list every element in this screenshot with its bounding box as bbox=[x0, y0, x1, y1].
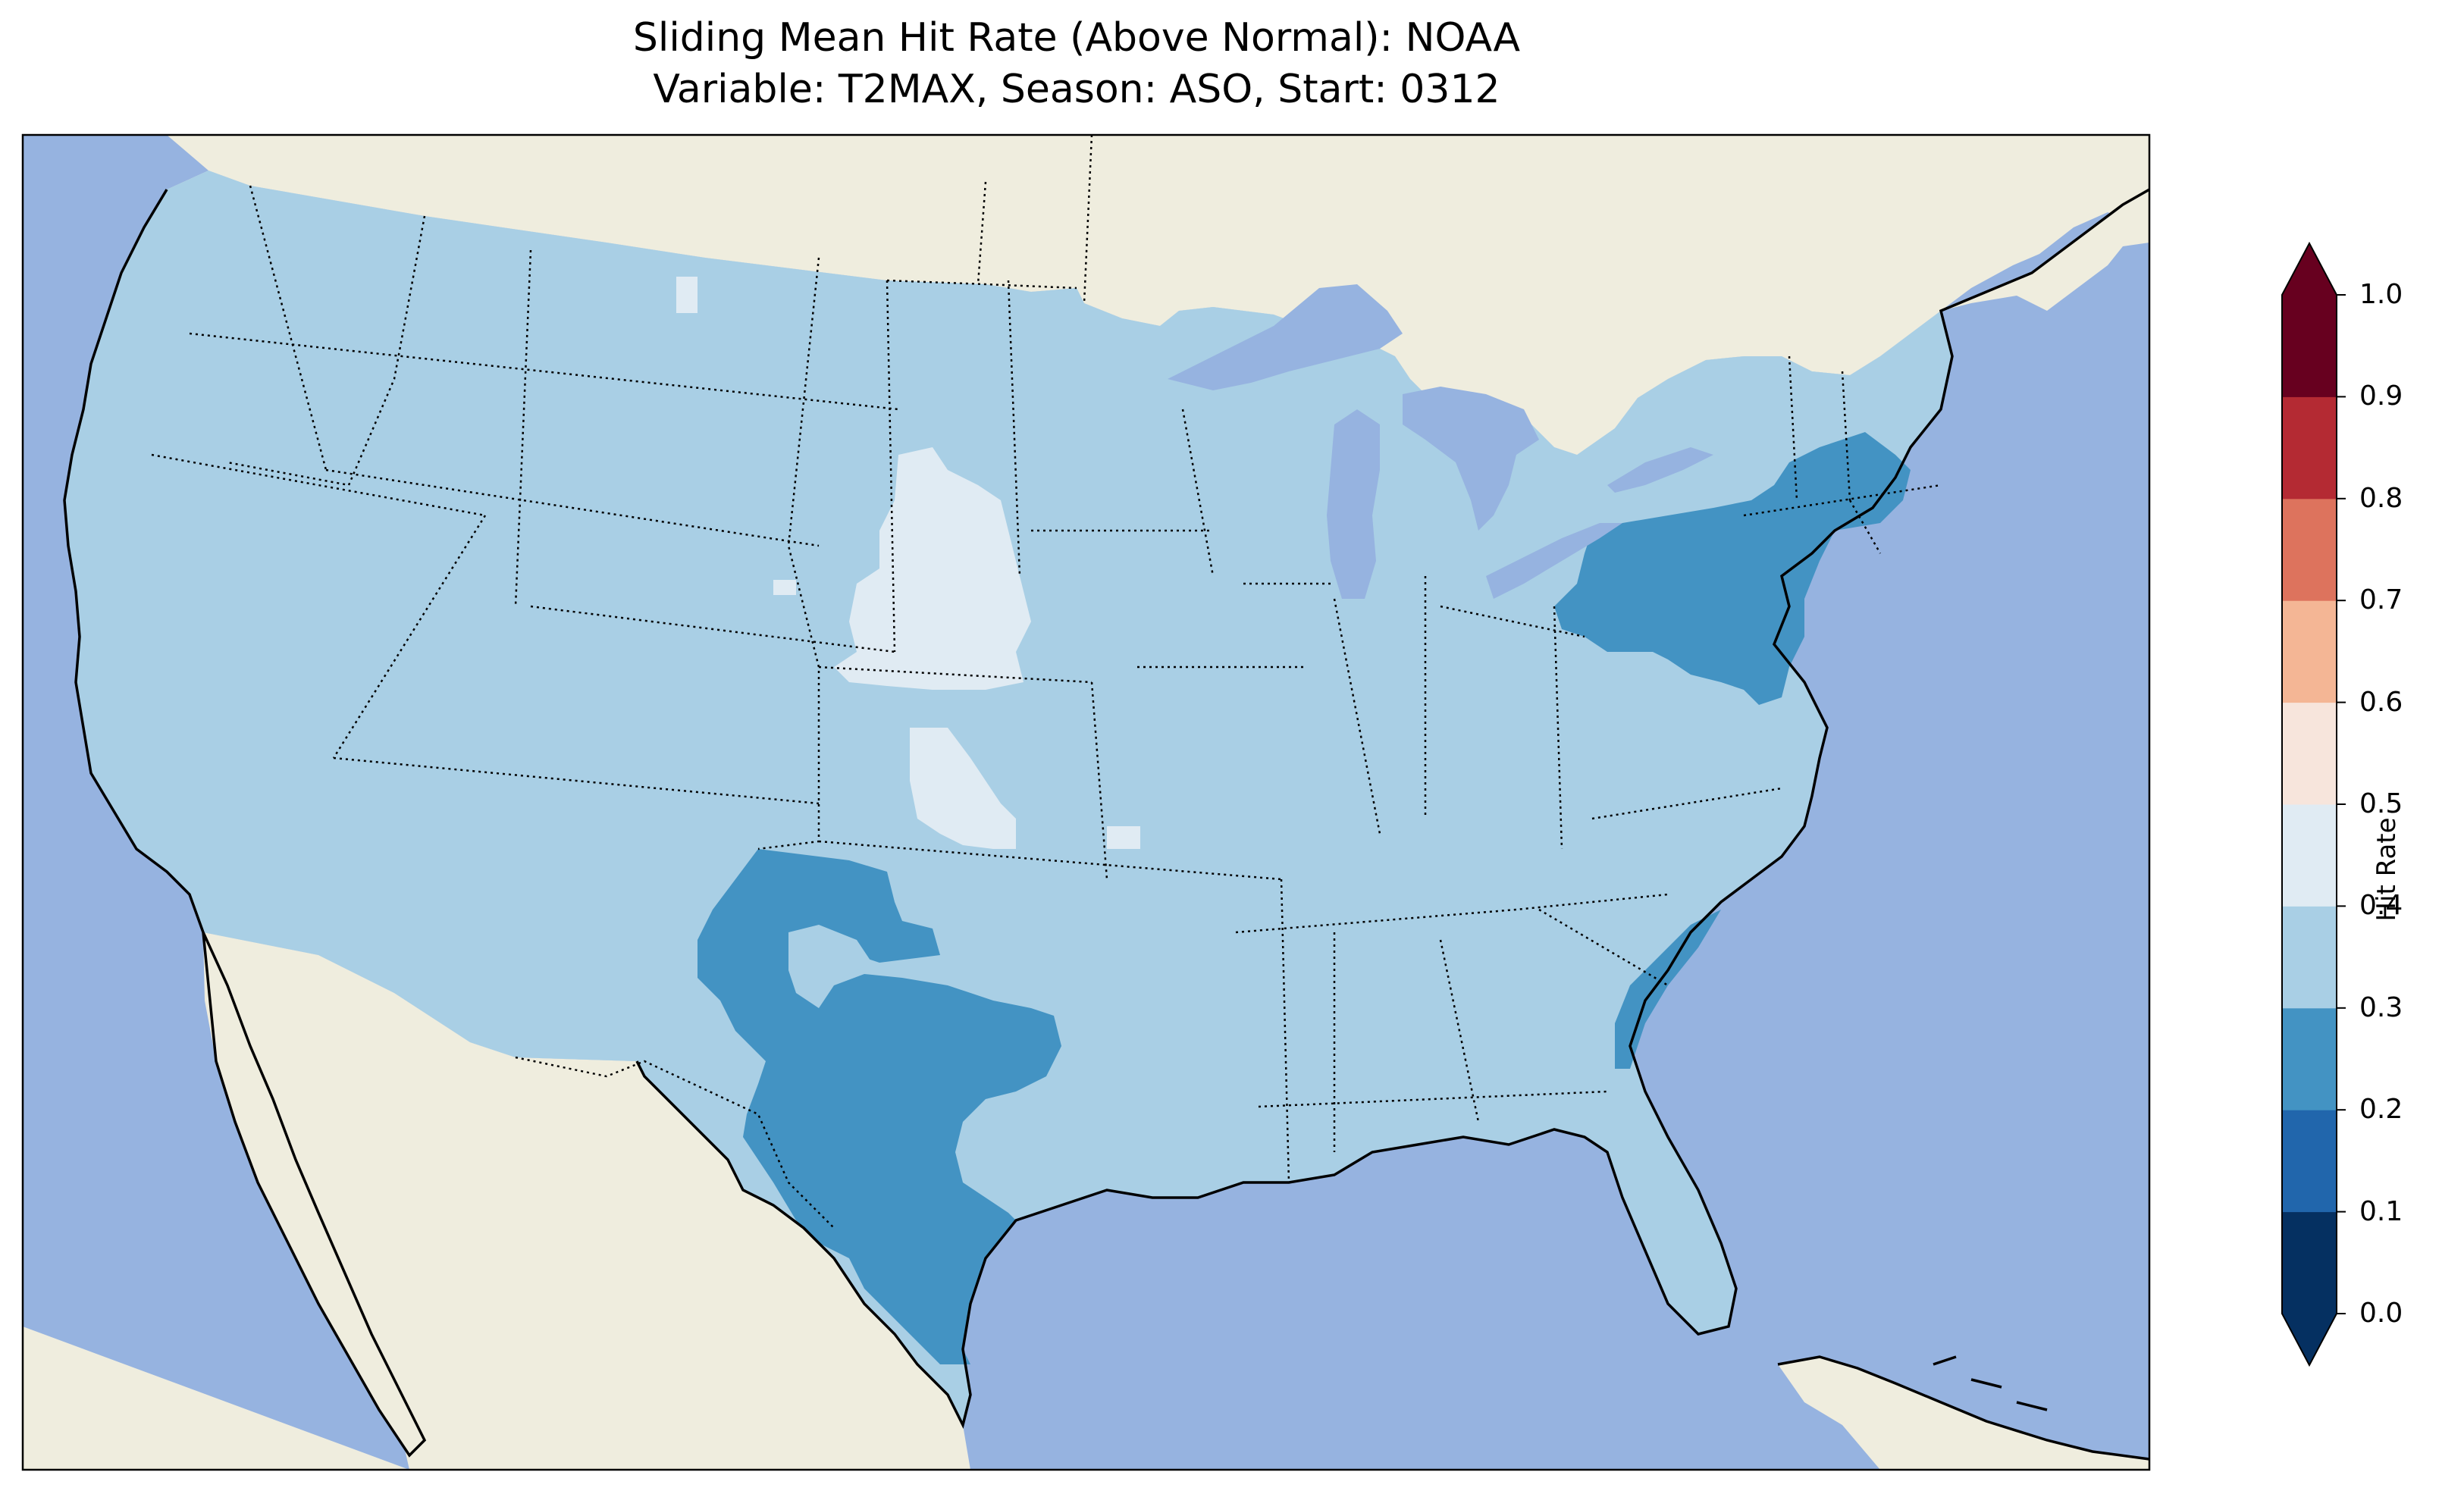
colorbar-bin bbox=[2282, 906, 2337, 1009]
colorbar-tick-label: 0.3 bbox=[2359, 991, 2403, 1023]
canada-land bbox=[167, 135, 2149, 584]
hit-rate-region-carolinas-coast bbox=[1615, 910, 1721, 1069]
hit-rate-region-texas bbox=[698, 849, 1061, 1364]
colorbar-bin bbox=[2282, 1007, 2337, 1110]
lake-superior bbox=[1168, 284, 1403, 390]
state-borders bbox=[151, 135, 1942, 1229]
colorbar-tick-label: 0.6 bbox=[2359, 686, 2403, 718]
colorbar-bin bbox=[2282, 600, 2337, 703]
colorbar-bin bbox=[2282, 396, 2337, 500]
colorbar bbox=[2281, 241, 2346, 1367]
colorbar-bin bbox=[2282, 1211, 2337, 1314]
colorbar-label: Hit Rate bbox=[2372, 817, 2402, 922]
colorbar-tick-label: 0.9 bbox=[2359, 381, 2403, 412]
colorbar-bin bbox=[2282, 702, 2337, 805]
lake-ontario bbox=[1607, 447, 1713, 493]
lake-huron bbox=[1403, 387, 1539, 531]
hit-rate-region-pennsylvania bbox=[1554, 432, 1911, 705]
colorbar-tick-label: 0.8 bbox=[2359, 482, 2403, 514]
hit-rate-region-nebraska bbox=[834, 447, 1031, 690]
map-frame bbox=[21, 133, 2151, 1471]
map-title-line-1: Sliding Mean Hit Rate (Above Normal): NO… bbox=[632, 15, 1521, 61]
colorbar-bin bbox=[2282, 498, 2337, 601]
colorbar-tick-label: 0.0 bbox=[2359, 1298, 2403, 1329]
hit-rate-region-western-kansas bbox=[910, 728, 1016, 849]
colorbar-tick-label: 0.1 bbox=[2359, 1195, 2403, 1227]
colorbar-tick-label: 0.5 bbox=[2359, 788, 2403, 819]
coastlines bbox=[63, 188, 2149, 1461]
hit-rate-cell-kansas bbox=[1107, 826, 1140, 849]
lake-michigan bbox=[1327, 409, 1380, 599]
colorbar-tick-label: 0.7 bbox=[2359, 584, 2403, 616]
colorbar-tick-label: 1.0 bbox=[2359, 279, 2403, 310]
hit-rate-cell-nebraska-west bbox=[773, 580, 796, 595]
colorbar-bin bbox=[2282, 295, 2337, 397]
colorbar-bin bbox=[2282, 1110, 2337, 1213]
baja-peninsula bbox=[203, 932, 425, 1455]
colorbar-bin bbox=[2282, 804, 2337, 907]
colorbar-extend-min bbox=[2282, 1314, 2337, 1365]
map-area bbox=[23, 135, 2149, 1470]
colorbar-tick-label: 0.4 bbox=[2359, 890, 2403, 922]
colorbar-extend-max bbox=[2282, 243, 2337, 295]
cuba-land bbox=[1778, 1357, 2149, 1470]
colorbar-tick-label: 0.2 bbox=[2359, 1094, 2403, 1126]
map-title-line-2: Variable: T2MAX, Season: ASO, Start: 031… bbox=[653, 67, 1500, 112]
hit-rate-region-texas-panhandle bbox=[788, 925, 872, 985]
hit-rate-cell-montana bbox=[676, 277, 698, 313]
lake-erie bbox=[1486, 523, 1622, 599]
